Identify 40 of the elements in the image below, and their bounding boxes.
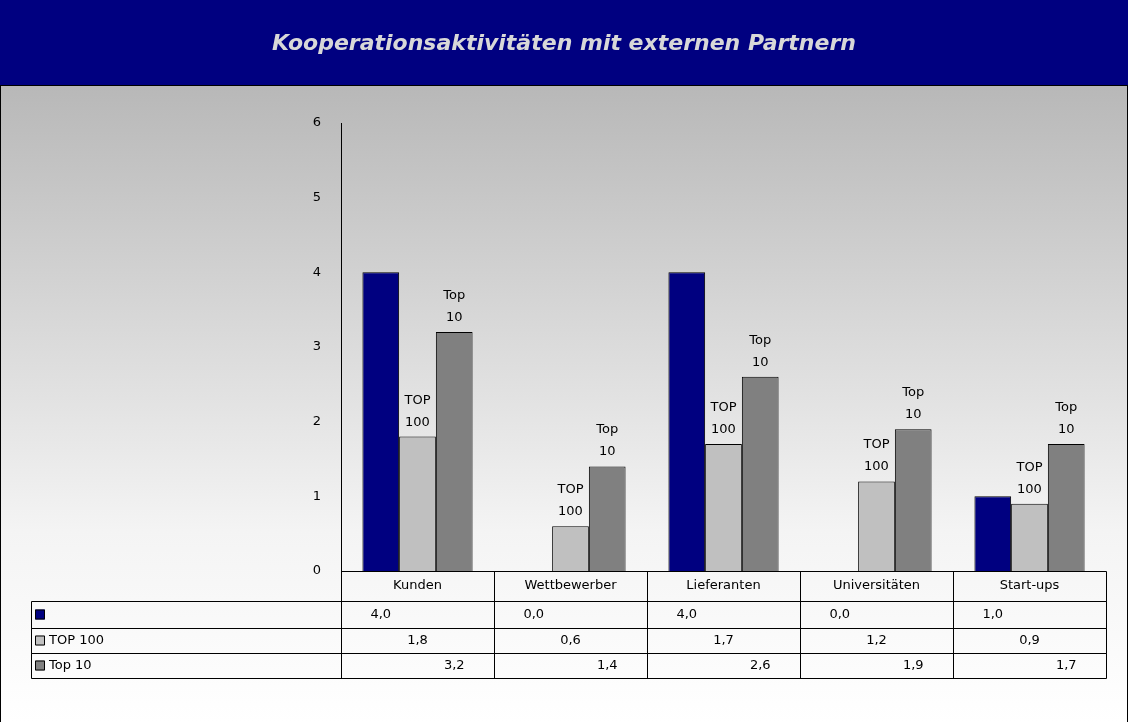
x-tick-label: Wettbewerber: [524, 577, 618, 593]
text: Top 10: [596, 421, 619, 459]
text: TOP 100: [1016, 458, 1043, 496]
y-tick-label: 6: [312, 114, 321, 130]
data-label: 1,7: [713, 631, 734, 647]
text: Top 10: [443, 287, 466, 325]
text: TOP 100: [863, 436, 890, 474]
text: Top 10: [1055, 399, 1078, 437]
data-label: 3,2: [443, 656, 465, 672]
x-tick-label: Kunden: [393, 577, 442, 593]
y-tick-label: 2: [312, 413, 321, 429]
data-label: 1,7: [1055, 656, 1077, 672]
chart-title: Kooperationsaktivitäten mit externen Partnern: [0, 0, 1128, 86]
x-tick-label: Universitäten: [832, 577, 921, 593]
text: Top 10: [902, 384, 925, 422]
data-label: 0,6: [560, 631, 581, 647]
data-label: 2,6: [749, 656, 771, 672]
data-label: 1,4: [596, 656, 618, 672]
y-tick-label: 4: [312, 263, 321, 279]
data-label: 4,0: [676, 605, 698, 621]
text: TOP 100: [404, 391, 431, 429]
legend-label: Top 10: [48, 656, 92, 672]
y-tick-label: 1: [312, 487, 321, 503]
data-label: 0,9: [1019, 631, 1040, 647]
data-label: 1,2: [866, 631, 887, 647]
text: TOP 100: [557, 481, 584, 519]
data-label: 1,8: [407, 631, 428, 647]
data-label: 4,0: [370, 605, 392, 621]
text: Top 10: [749, 331, 772, 369]
data-label: 0,0: [523, 605, 545, 621]
text: TOP 100: [710, 399, 737, 437]
data-label: 1,9: [902, 656, 924, 672]
x-tick-label: Start-ups: [999, 577, 1060, 593]
y-tick-label: 0: [312, 562, 321, 578]
legend-label: TOP 100: [48, 631, 104, 647]
data-label: 0,0: [829, 605, 851, 621]
data-label: 1,0: [982, 605, 1004, 621]
y-tick-label: 3: [312, 338, 321, 354]
y-tick-label: 5: [312, 189, 321, 205]
x-tick-label: Lieferanten: [686, 577, 761, 593]
